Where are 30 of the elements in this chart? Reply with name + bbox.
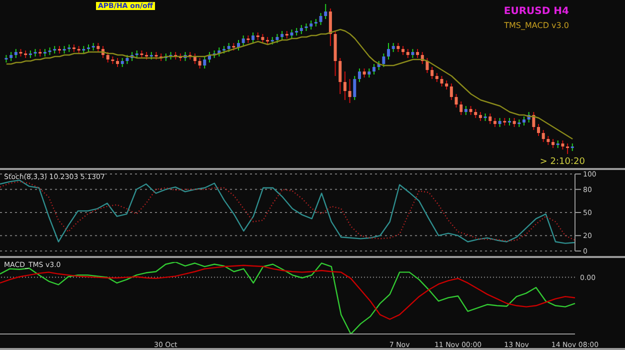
candlestick [454, 94, 458, 108]
candlestick [198, 58, 202, 69]
candlestick [242, 35, 245, 46]
candlestick [430, 66, 434, 80]
candlestick [382, 53, 386, 68]
candlestick [348, 78, 352, 104]
candlestick [252, 32, 255, 44]
candlestick [358, 68, 361, 82]
candlestick [328, 8, 332, 46]
text: TMS_MACD v3.0 [504, 21, 569, 30]
candlestick [319, 12, 322, 26]
candlestick [426, 58, 429, 74]
candlestick [532, 112, 536, 130]
candlestick [440, 76, 444, 87]
candlestick [106, 52, 110, 63]
candlestick [203, 56, 206, 69]
candlestick [460, 101, 463, 116]
candlestick [372, 64, 376, 75]
chart-title: EURUSD H4 [504, 6, 569, 17]
candlestick [353, 76, 356, 100]
candlestick [537, 124, 540, 136]
candlestick [566, 143, 570, 154]
candlestick [450, 83, 453, 100]
candlestick [338, 58, 342, 94]
candlestick [343, 71, 346, 100]
candlestick [324, 4, 328, 20]
text: > 2:10:20 [540, 157, 585, 167]
candlestick [488, 113, 492, 124]
candlestick [387, 42, 390, 60]
candlestick [542, 130, 545, 142]
